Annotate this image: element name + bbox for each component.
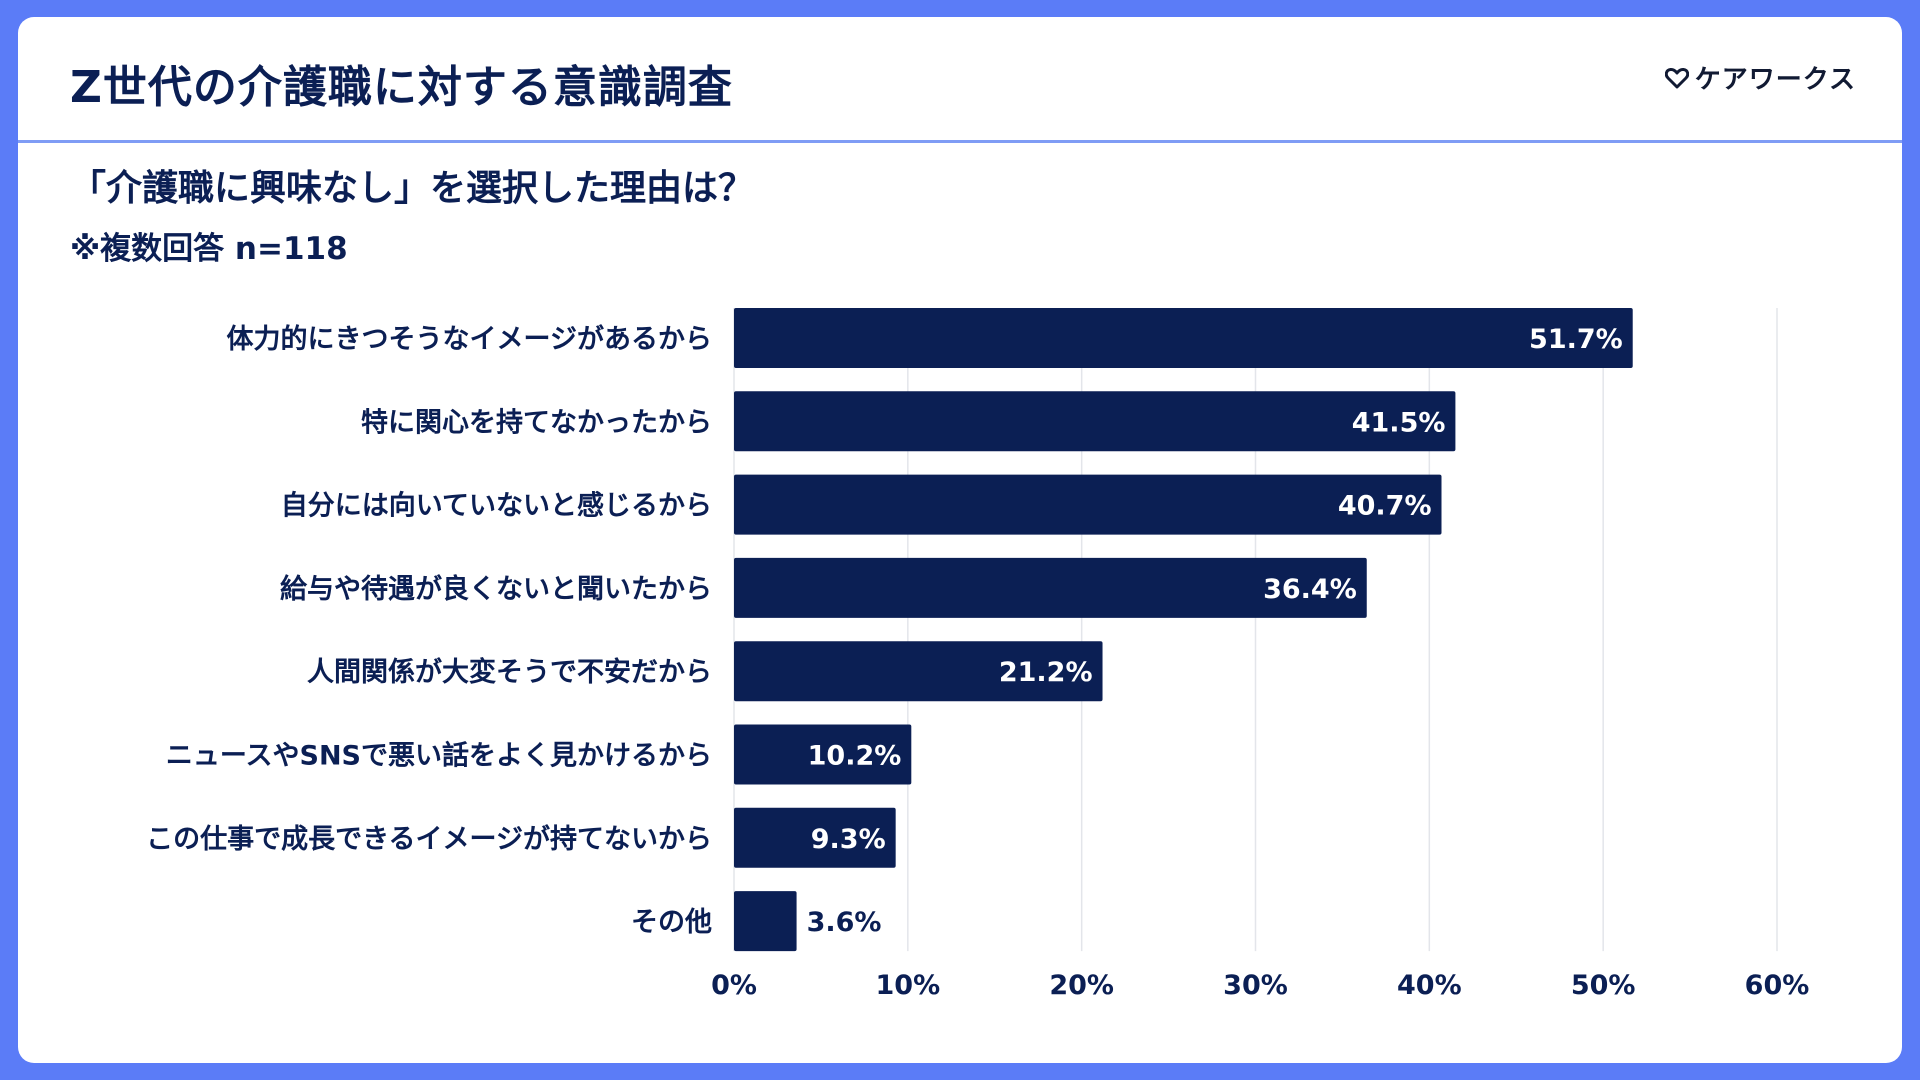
category-label: 自分には向いていないと感じるから — [281, 490, 712, 522]
bar — [734, 474, 1442, 535]
category-label: 体力的にきつそうなイメージがあるから — [227, 323, 712, 355]
x-tick-label: 60% — [1745, 970, 1810, 1001]
data-label: 3.6% — [807, 907, 882, 938]
category-labels: 体力的にきつそうなイメージがあるから特に関心を持てなかったから自分には向いていな… — [146, 323, 712, 938]
data-label: 10.2% — [808, 741, 902, 772]
bar — [734, 391, 1456, 452]
bar — [734, 891, 797, 952]
bar — [734, 724, 912, 785]
brand-logo: ケアワークス — [1664, 59, 1856, 96]
data-label: 40.7% — [1338, 491, 1432, 522]
bar — [734, 641, 1103, 702]
logo-text: ケアワークス — [1694, 65, 1856, 95]
category-label: その他 — [631, 907, 712, 938]
category-label: 人間関係が大変そうで不安だから — [307, 656, 712, 688]
bar — [734, 308, 1633, 368]
bar — [734, 557, 1367, 618]
bar — [734, 807, 896, 868]
sample-note: ※複数回答 n=118 — [70, 231, 348, 267]
category-label: この仕事で成長できるイメージが持てないから — [146, 823, 712, 855]
x-axis-ticks: 0% 10% 20% 30% 40% 50% 60% — [711, 970, 1809, 1001]
x-tick-label: 30% — [1223, 970, 1288, 1001]
data-label: 41.5% — [1352, 407, 1446, 438]
question-heading: 「介護職に興味なし」を選択した理由は？ — [70, 168, 755, 209]
x-tick-label: 40% — [1397, 970, 1462, 1001]
x-tick-label: 0% — [711, 970, 757, 1001]
data-label: 9.3% — [811, 824, 886, 855]
data-label: 21.2% — [999, 657, 1093, 688]
category-label: ニュースやSNSで悪い話をよく見かけるから — [166, 740, 712, 772]
page-title: Z世代の介護職に対する意識調査 — [70, 62, 733, 113]
category-label: 給与や待遇が良くないと聞いたから — [280, 573, 712, 605]
header: Z世代の介護職に対する意識調査 ケアワークス — [18, 17, 1902, 143]
x-tick-label: 20% — [1049, 970, 1114, 1001]
data-label: 36.4% — [1263, 574, 1357, 605]
x-tick-label: 50% — [1571, 970, 1636, 1001]
heart-outline-icon — [1664, 67, 1689, 89]
bars: 51.7% 41.5% 40.7% 36.4% 21.2% 10.2% 9.3% 3.6% — [734, 308, 1633, 952]
category-label: 特に関心を持てなかったから — [361, 407, 712, 438]
chart-card: Z世代の介護職に対する意識調査 ケアワークス 「介護職に興味なし」を選択した理由… — [18, 17, 1902, 1063]
x-tick-label: 10% — [876, 970, 941, 1001]
data-label: 51.7% — [1529, 324, 1623, 355]
